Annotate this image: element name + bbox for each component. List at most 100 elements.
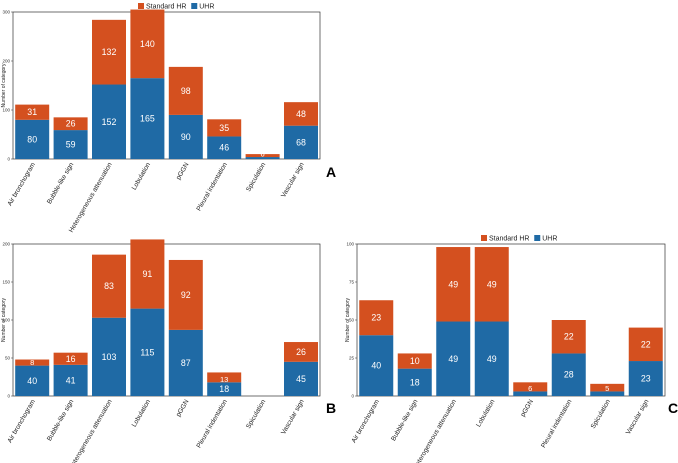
bar-label-standard-hr: 91 bbox=[143, 269, 153, 279]
bar-label-standard-hr: 22 bbox=[641, 339, 651, 349]
bar-label-standard-hr: 22 bbox=[564, 332, 574, 342]
bar-label-standard-hr: 5 bbox=[605, 384, 609, 393]
bar-uhr bbox=[284, 125, 318, 159]
bar-standard-hr bbox=[397, 353, 432, 369]
bar-label-uhr: 40 bbox=[27, 376, 37, 386]
x-tick-label: Bubble-like sign bbox=[46, 161, 76, 205]
bar-label-standard-hr: 26 bbox=[66, 119, 76, 129]
legend: Standard HR UHR bbox=[481, 235, 557, 243]
bar-uhr bbox=[513, 391, 548, 396]
legend-label: UHR bbox=[542, 236, 557, 243]
bar-label-uhr: 49 bbox=[487, 354, 497, 364]
bar-label-uhr: 46 bbox=[219, 143, 229, 153]
bar-standard-hr bbox=[92, 19, 126, 85]
y-axis-label: Number of category bbox=[345, 298, 351, 342]
bar-label-standard-hr: 6 bbox=[261, 150, 265, 159]
x-tick-label: pGGN bbox=[520, 398, 536, 418]
bar-standard-hr bbox=[436, 247, 471, 322]
bar-label-standard-hr: 140 bbox=[140, 39, 155, 49]
y-tick-label: 75 bbox=[349, 280, 355, 285]
bar-uhr bbox=[168, 329, 203, 396]
chart-panel-b: 0 50 100 150 200 Number of category 40 8 Air bro… bbox=[1, 239, 336, 463]
bar-label-uhr: 165 bbox=[140, 114, 155, 124]
bar-uhr bbox=[15, 119, 50, 159]
bar-label-standard-hr: 26 bbox=[296, 347, 306, 357]
bar-label-standard-hr: 10 bbox=[410, 356, 420, 366]
bar-label-standard-hr: 132 bbox=[102, 47, 117, 57]
bar-label-uhr: 18 bbox=[219, 384, 229, 394]
y-tick-label: 0 bbox=[7, 394, 10, 399]
bar-label-uhr: 49 bbox=[448, 354, 458, 364]
bar-uhr bbox=[474, 321, 509, 396]
bar-label-standard-hr: 83 bbox=[104, 281, 114, 291]
y-axis-label: Number of category bbox=[1, 63, 7, 107]
bar-uhr bbox=[590, 391, 625, 396]
x-tick-label: Heterogeneous attenuation bbox=[412, 398, 458, 463]
x-tick-label: Air bronchogram bbox=[351, 398, 382, 444]
legend-label: UHR bbox=[199, 4, 214, 11]
bar-uhr bbox=[245, 157, 280, 159]
x-tick-label: Pleural indentation bbox=[196, 161, 230, 212]
x-tick-label: Bubble-like sign bbox=[390, 398, 420, 442]
bar-label-uhr: 68 bbox=[296, 137, 306, 147]
y-tick-label: 50 bbox=[5, 356, 11, 361]
legend-swatch bbox=[481, 235, 487, 241]
panel-label: C bbox=[668, 400, 678, 416]
y-tick-label: 150 bbox=[2, 280, 10, 285]
bar-uhr bbox=[130, 308, 165, 396]
bar-uhr bbox=[130, 78, 165, 159]
bar-uhr bbox=[207, 136, 242, 159]
y-tick-label: 300 bbox=[2, 10, 10, 15]
bar-standard-hr bbox=[53, 352, 88, 365]
x-tick-label: Lobulation bbox=[131, 161, 152, 191]
bar-uhr bbox=[92, 317, 126, 396]
bar-label-uhr: 103 bbox=[102, 352, 117, 362]
bar-uhr bbox=[92, 84, 126, 159]
plot-frame bbox=[12, 11, 321, 160]
bar-label-standard-hr: 8 bbox=[30, 358, 34, 367]
y-tick-label: 100 bbox=[346, 242, 354, 247]
bar-standard-hr bbox=[359, 300, 394, 336]
legend-label: Standard HR bbox=[489, 236, 529, 243]
bar-label-standard-hr: 49 bbox=[448, 279, 458, 289]
y-tick-label: 200 bbox=[2, 59, 10, 64]
x-tick-label: Vascular sign bbox=[280, 161, 306, 199]
bar-uhr bbox=[53, 364, 88, 396]
bar-uhr bbox=[359, 335, 394, 396]
bar-label-uhr: 28 bbox=[564, 370, 574, 380]
y-axis-label: Number of category bbox=[1, 298, 7, 342]
bar-standard-hr bbox=[207, 372, 242, 383]
legend-swatch bbox=[534, 235, 541, 241]
bar-standard-hr bbox=[474, 247, 509, 322]
x-tick-label: Air bronchogram bbox=[6, 161, 37, 207]
x-tick-label: Bubble-like sign bbox=[46, 398, 76, 442]
bar-standard-hr bbox=[130, 9, 165, 79]
bar-uhr bbox=[284, 361, 318, 396]
x-tick-label: Vascular sign bbox=[625, 398, 651, 436]
bar-label-standard-hr: 13 bbox=[220, 375, 228, 384]
x-tick-label: Lobulation bbox=[131, 398, 152, 428]
x-tick-label: Heterogeneous attenuation bbox=[68, 398, 114, 463]
bar-uhr bbox=[628, 361, 663, 396]
bar-standard-hr bbox=[92, 254, 126, 318]
bar-label-standard-hr: 35 bbox=[219, 123, 229, 133]
x-tick-label: Air bronchogram bbox=[6, 398, 37, 444]
x-tick-label: pGGN bbox=[175, 161, 191, 181]
bar-label-uhr: 152 bbox=[102, 117, 117, 127]
bar-standard-hr bbox=[628, 327, 663, 362]
y-tick-label: 0 bbox=[7, 157, 10, 162]
bar-standard-hr bbox=[207, 119, 242, 137]
panel-label: A bbox=[326, 164, 336, 180]
bar-standard-hr bbox=[551, 320, 586, 354]
x-tick-label: Spiculation bbox=[245, 161, 267, 193]
bar-uhr bbox=[15, 365, 50, 396]
bar-label-uhr: 45 bbox=[296, 374, 306, 384]
bar-label-standard-hr: 23 bbox=[371, 313, 381, 323]
bar-uhr bbox=[53, 130, 88, 159]
chart-panel-c: 0 25 50 75 100 Number of category 40 23 Air bron… bbox=[345, 235, 678, 463]
bar-standard-hr bbox=[284, 342, 318, 362]
bar-label-uhr: 87 bbox=[181, 358, 191, 368]
bar-label-uhr: 18 bbox=[410, 377, 420, 387]
bar-label-standard-hr: 31 bbox=[27, 107, 37, 117]
y-tick-label: 25 bbox=[349, 356, 355, 361]
